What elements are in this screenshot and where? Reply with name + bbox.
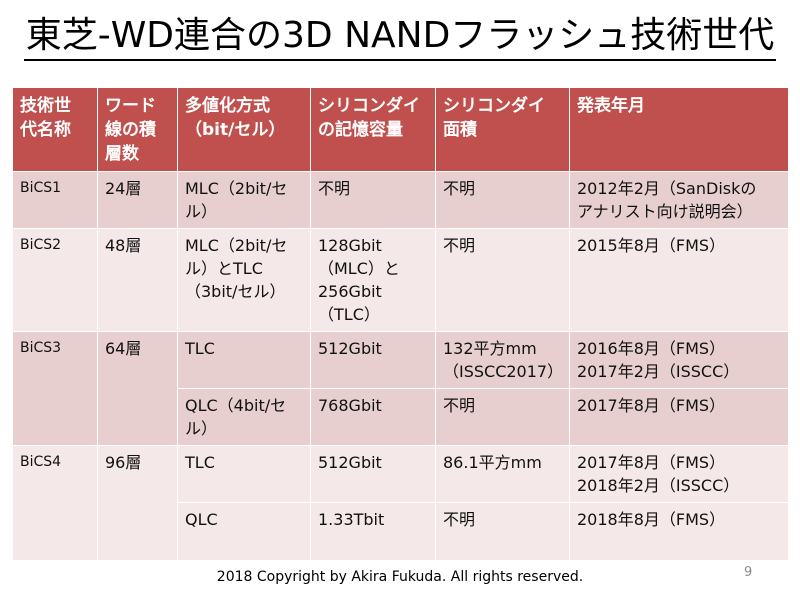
cell-method: MLC（2bit/セ ル） (177, 171, 311, 229)
cell-method: QLC (177, 502, 311, 561)
cell-area: 不明 (435, 388, 570, 446)
cell-method: MLC（2bit/セ ル）とTLC （3bit/セル） (177, 228, 311, 332)
cell-capacity: 不明 (310, 171, 436, 229)
cell-announced: 2015年8月（FMS） (569, 228, 789, 332)
table-row: BiCS1 24層 MLC（2bit/セ ル） 不明 不明 2012年2月（San… (12, 171, 789, 229)
cell-announced: 2012年2月（SanDiskの アナリスト向け説明会） (569, 171, 789, 229)
header-method: 多値化方式 （bit/セル） (177, 87, 311, 172)
cell-announced: 2017年8月（FMS） (569, 388, 789, 446)
cell-generation: BiCS3 (12, 331, 98, 446)
cell-method: QLC（4bit/セ ル） (177, 388, 311, 446)
cell-announced: 2017年8月（FMS） 2018年2月（ISSCC） (569, 445, 789, 503)
header-area: シリコンダイ 面積 (435, 87, 570, 172)
cell-announced: 2018年8月（FMS） (569, 502, 789, 561)
cell-capacity: 512Gbit (310, 445, 436, 503)
cell-generation: BiCS2 (12, 228, 98, 332)
header-layers: ワード 線の積 層数 (97, 87, 178, 172)
cell-method: TLC (177, 331, 311, 389)
cell-capacity: 128Gbit （MLC）と 256Gbit （TLC） (310, 228, 436, 332)
table-row: QLC（4bit/セ ル） 768Gbit 不明 2017年8月（FMS） (13, 388, 789, 446)
slide-title-text: 東芝-WD連合の3D NANDフラッシュ技術世代 (23, 14, 777, 61)
cell-layers: 64層 (97, 331, 178, 446)
cell-announced: 2016年8月（FMS） 2017年2月（ISSCC） (569, 331, 789, 389)
cell-capacity: 512Gbit (310, 331, 436, 389)
cell-layers: 24層 (97, 171, 178, 229)
cell-generation: BiCS1 (12, 171, 98, 229)
cell-capacity: 1.33Tbit (310, 502, 436, 561)
cell-generation: BiCS4 (12, 445, 98, 561)
table-row: BiCS2 48層 MLC（2bit/セ ル）とTLC （3bit/セル） 128G… (12, 228, 789, 332)
table-row: BiCS3 64層 TLC 512Gbit 132平方mm （ISSCC2017）… (12, 331, 789, 446)
cell-area: 132平方mm （ISSCC2017） (435, 331, 570, 389)
cell-method: TLC (177, 445, 311, 503)
header-capacity: シリコンダイ の記憶容量 (310, 87, 436, 172)
header-generation: 技術世 代名称 (12, 87, 98, 172)
cell-layers: 48層 (97, 228, 178, 332)
cell-layers: 96層 (97, 445, 178, 561)
page-number: 9 (744, 565, 753, 580)
cell-capacity: 768Gbit (310, 388, 436, 446)
copyright-footer: 2018 Copyright by Akira Fukuda. All righ… (216, 569, 584, 585)
slide-title: 東芝-WD連合の3D NANDフラッシュ技術世代 (0, 14, 800, 61)
cell-area: 不明 (435, 228, 570, 332)
cell-area: 不明 (435, 502, 570, 561)
table-row: BiCS4 96層 TLC 512Gbit 86.1平方mm 2017年8月（F… (12, 445, 789, 561)
table-row: QLC 1.33Tbit 不明 2018年8月（FMS） (13, 502, 789, 561)
bics-generation-table: 技術世 代名称 ワード 線の積 層数 多値化方式 （bit/セル） シリコンダイ の記憶容… (12, 87, 789, 561)
cell-area: 不明 (435, 171, 570, 229)
table-header-row: 技術世 代名称 ワード 線の積 層数 多値化方式 （bit/セル） シリコンダイ の記憶容… (12, 87, 789, 172)
cell-area: 86.1平方mm (435, 445, 570, 503)
header-announced: 発表年月 (569, 87, 789, 172)
